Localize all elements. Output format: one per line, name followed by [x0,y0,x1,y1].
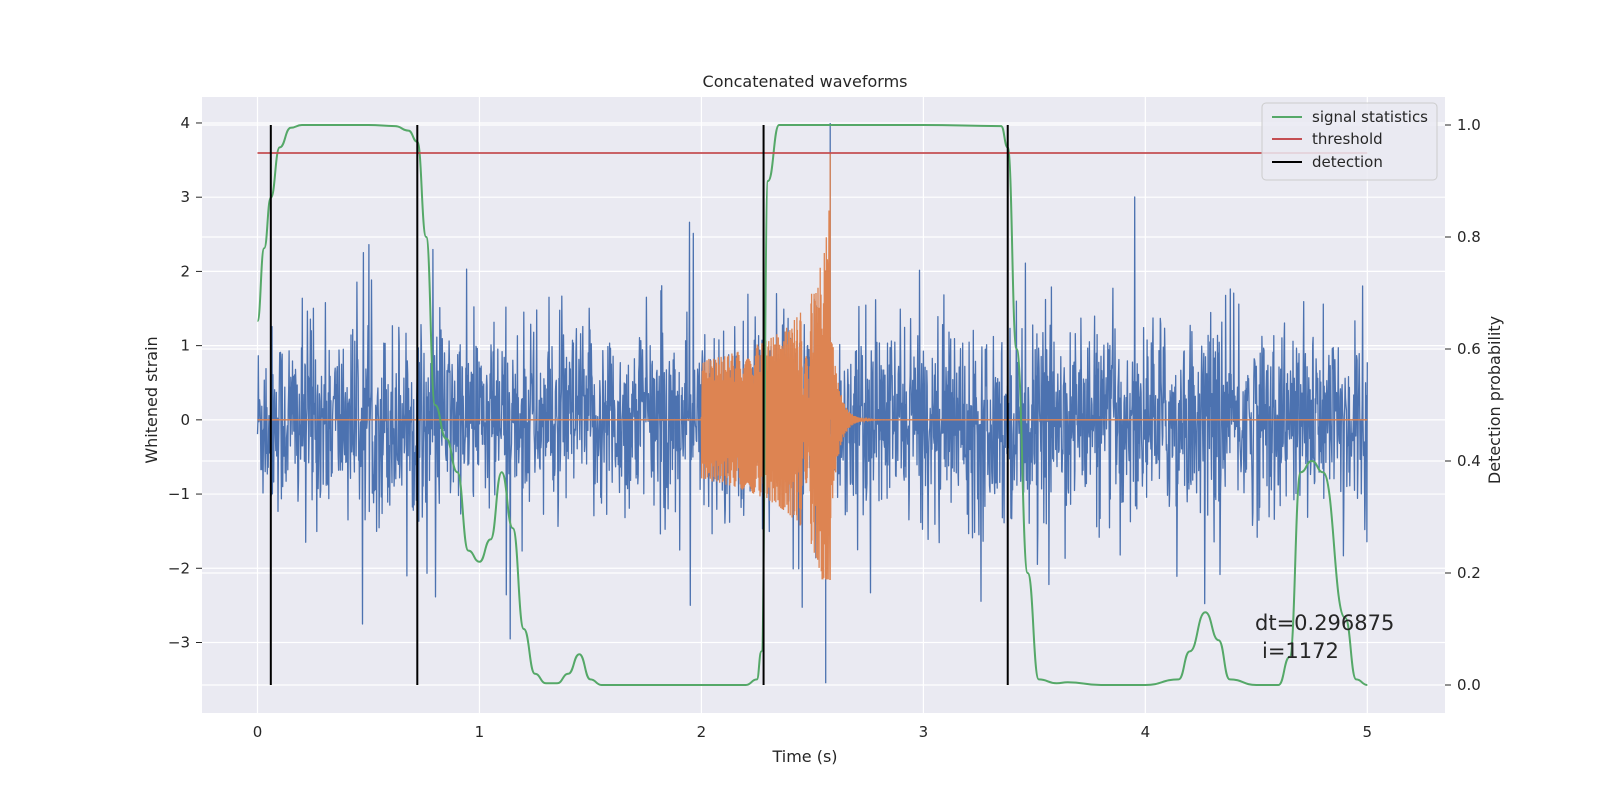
x-tick-label: 4 [1141,723,1151,741]
y-tick-label-right: 0.0 [1457,676,1481,694]
x-tick-label: 1 [475,723,485,741]
x-axis-label: Time (s) [771,747,837,766]
y-axis-label-left: Whitened strain [142,336,161,463]
y-axis-label-right: Detection probability [1485,316,1504,484]
y-tick-label-right: 1.0 [1457,116,1481,134]
y-tick-label-left: 1 [180,337,190,355]
y-tick-label-left: −3 [168,633,190,651]
y-tick-label-right: 0.4 [1457,452,1481,470]
x-tick-label: 0 [253,723,263,741]
axis-ticks: 0 1 2 3 4 5 −3 −2 −1 0 1 2 3 4 0.0 0.2 0.4 0.6 0.8 1.0 [168,114,1481,741]
y-tick-label-right: 0.2 [1457,564,1481,582]
series-signal-statistics [256,123,1368,687]
y-tick-label-left: −2 [168,559,190,577]
annotation-dt: dt=0.296875 [1255,611,1394,635]
x-tick-label: 5 [1363,723,1373,741]
y-tick-label-right: 0.8 [1457,228,1481,246]
y-tick-label-right: 0.6 [1457,340,1481,358]
annotation-index: i=1172 [1262,639,1339,663]
legend-label-signal-statistics: signal statistics [1312,108,1428,126]
legend-label-threshold: threshold [1312,130,1383,148]
y-tick-label-left: 2 [180,262,190,280]
legend: signal statistics threshold detection [1261,102,1438,181]
y-tick-label-left: −1 [168,485,190,503]
chirp-line [257,152,1368,581]
chart-title: Concatenated waveforms [703,72,908,91]
signal-statistics-line [256,123,1368,687]
y-tick-label-left: 4 [180,114,190,132]
series-detection [269,125,1009,685]
x-tick-label: 2 [697,723,707,741]
legend-label-detection: detection [1312,153,1383,171]
y-tick-label-left: 0 [180,411,190,429]
y-tick-label-left: 3 [180,188,190,206]
legend-box [1261,102,1438,181]
x-tick-label: 3 [919,723,929,741]
series-chirp [257,152,1368,581]
